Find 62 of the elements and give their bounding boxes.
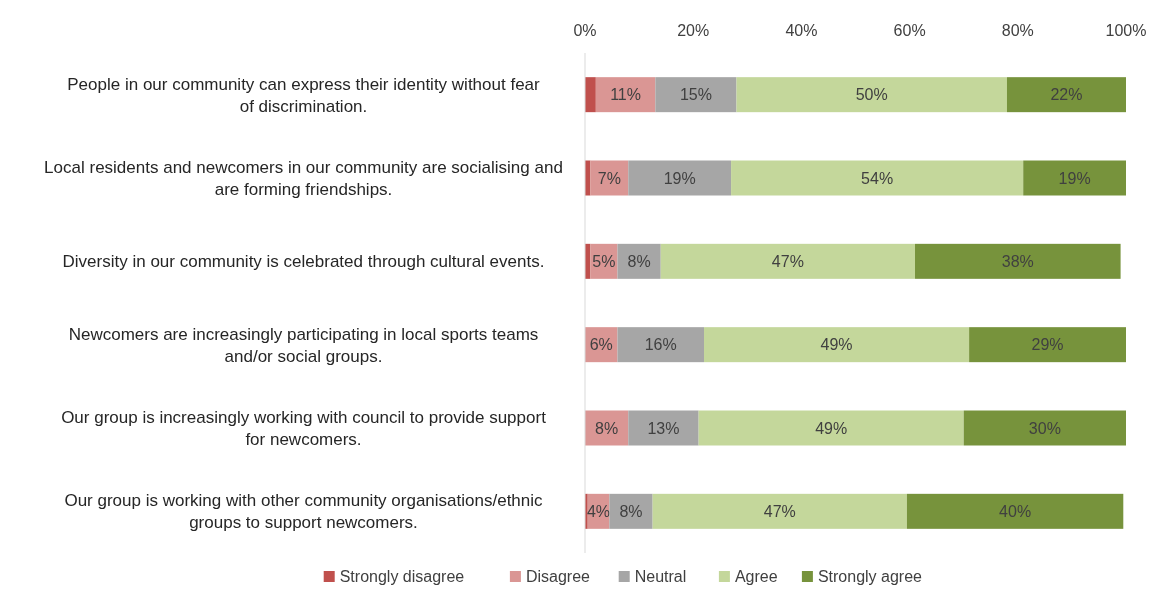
data-label: 4% [586, 502, 611, 520]
data-label: 8% [619, 502, 643, 520]
data-label: 7% [597, 169, 621, 187]
data-label: 8% [595, 419, 619, 437]
x-tick-label: 80% [1001, 22, 1034, 39]
data-label: 29% [1031, 336, 1064, 354]
data-label: 16% [644, 336, 677, 354]
bar [595, 77, 656, 113]
bar [915, 243, 1121, 279]
bar [590, 160, 629, 196]
data-label: 15% [679, 86, 712, 104]
data-label: 8% [627, 252, 651, 270]
bar [617, 243, 661, 279]
bar [585, 77, 596, 113]
y-tick-label: Newcomers are increasingly participating in local sports teams and/or social groups. [68, 324, 539, 366]
bar [698, 410, 964, 446]
x-tick-label: 20% [677, 22, 710, 39]
legend-label: Strongly disagree [339, 568, 465, 586]
legend-label: Agree [734, 568, 778, 586]
bar [628, 160, 732, 196]
bar [969, 327, 1126, 363]
data-label: 40% [999, 502, 1032, 520]
bar [652, 493, 907, 529]
data-label: 50% [855, 86, 888, 104]
x-tick-label: 100% [1105, 22, 1147, 39]
legend-label: Disagree [525, 568, 591, 586]
bar [655, 77, 737, 113]
data-label: 19% [663, 169, 696, 187]
bar [1006, 77, 1126, 113]
bar [906, 493, 1124, 529]
data-label: 5% [592, 252, 616, 270]
data-label: 49% [815, 419, 848, 437]
y-tick-label: Diversity in our community is celebrated through cultural events. [62, 252, 545, 272]
bar [609, 493, 653, 529]
data-label: 6% [589, 336, 613, 354]
data-label: 54% [861, 169, 894, 187]
bar [736, 77, 1007, 113]
data-label: 30% [1028, 419, 1061, 437]
x-tick-label: 0% [573, 22, 597, 39]
bar [628, 410, 699, 446]
bar [963, 410, 1126, 446]
legend-label: Strongly agree [817, 568, 923, 586]
x-tick-label: 40% [785, 22, 818, 39]
data-label: 11% [610, 86, 641, 104]
data-label: 47% [771, 252, 804, 270]
data-label: 22% [1050, 86, 1083, 104]
bar [617, 327, 705, 363]
bar [660, 243, 916, 279]
legend-label: Neutral [634, 568, 687, 586]
data-label: 49% [820, 336, 853, 354]
y-tick-label: Our group is working with other community organisations/ethnic groups to support newcomers. [64, 491, 544, 533]
x-tick-label: 60% [893, 22, 926, 39]
bar [731, 160, 1024, 196]
y-tick-label: Our group is increasingly working with council to provide support for newcomers. [61, 407, 547, 449]
bar [1023, 160, 1126, 196]
data-label: 47% [763, 502, 796, 520]
bar [704, 327, 970, 363]
y-tick-label: Local residents and newcomers in our community are socialising and are forming friendships. [44, 157, 563, 199]
data-label: 13% [647, 419, 680, 437]
data-label: 19% [1058, 169, 1091, 187]
data-label: 38% [1001, 252, 1034, 270]
y-tick-label: People in our community can express their identity without fear of discrimination. [67, 74, 541, 116]
